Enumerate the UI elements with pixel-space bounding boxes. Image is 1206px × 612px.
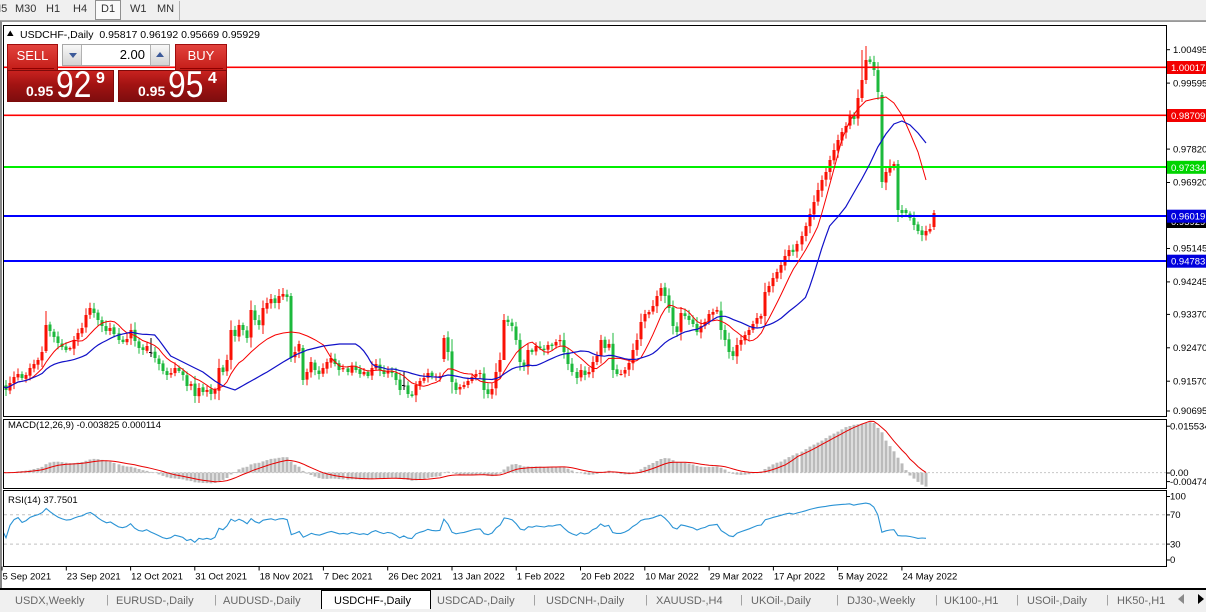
svg-text:20 Feb 2022: 20 Feb 2022 [581, 572, 634, 583]
svg-text:1.00017: 1.00017 [1171, 63, 1205, 74]
svg-text:0.91570: 0.91570 [1173, 376, 1206, 387]
svg-text:30: 30 [1170, 539, 1181, 550]
svg-text:0.92470: 0.92470 [1173, 343, 1206, 354]
svg-text:0.94783: 0.94783 [1171, 257, 1205, 268]
svg-text:10 Mar 2022: 10 Mar 2022 [645, 572, 698, 583]
svg-text:7 Dec 2021: 7 Dec 2021 [324, 572, 373, 583]
svg-text:0.96920: 0.96920 [1173, 178, 1206, 189]
svg-text:0.00: 0.00 [1170, 468, 1189, 479]
svg-text:17 Apr 2022: 17 Apr 2022 [774, 572, 825, 583]
svg-text:24 May 2022: 24 May 2022 [902, 572, 957, 583]
svg-text:0.015534: 0.015534 [1170, 421, 1206, 432]
svg-text:0.90695: 0.90695 [1173, 406, 1206, 417]
svg-text:USDCHF-,Daily 0.95817 0.96192: USDCHF-,Daily 0.95817 0.96192 0.95669 0.… [20, 29, 260, 41]
svg-text:100: 100 [1170, 492, 1186, 503]
svg-text:70: 70 [1170, 510, 1181, 521]
svg-text:29 Mar 2022: 29 Mar 2022 [710, 572, 763, 583]
svg-text:12 Oct 2021: 12 Oct 2021 [131, 572, 183, 583]
svg-text:23 Sep 2021: 23 Sep 2021 [67, 572, 121, 583]
svg-text:0.95145: 0.95145 [1173, 244, 1206, 255]
svg-text:-0.00474: -0.00474 [1170, 477, 1206, 488]
svg-text:0.97820: 0.97820 [1173, 144, 1206, 155]
svg-text:31 Oct 2021: 31 Oct 2021 [195, 572, 247, 583]
svg-text:5 May 2022: 5 May 2022 [838, 572, 888, 583]
svg-text:0.98709: 0.98709 [1171, 111, 1205, 122]
svg-text:0.93370: 0.93370 [1173, 310, 1206, 321]
svg-text:1 Feb 2022: 1 Feb 2022 [517, 572, 565, 583]
svg-text:0: 0 [1170, 555, 1175, 566]
svg-text:0.99595: 0.99595 [1173, 78, 1206, 89]
svg-text:26 Dec 2021: 26 Dec 2021 [388, 572, 442, 583]
svg-text:0.97334: 0.97334 [1171, 163, 1205, 174]
svg-text:13 Jan 2022: 13 Jan 2022 [453, 572, 505, 583]
svg-text:0.96019: 0.96019 [1171, 212, 1205, 223]
svg-text:0.94245: 0.94245 [1173, 277, 1206, 288]
svg-text:MACD(12,26,9) -0.003825 0.0001: MACD(12,26,9) -0.003825 0.000114 [8, 420, 161, 431]
svg-text:1.00495: 1.00495 [1173, 45, 1206, 56]
svg-text:RSI(14) 37.7501: RSI(14) 37.7501 [8, 495, 78, 506]
svg-text:5 Sep 2021: 5 Sep 2021 [3, 572, 52, 583]
svg-text:18 Nov 2021: 18 Nov 2021 [260, 572, 314, 583]
